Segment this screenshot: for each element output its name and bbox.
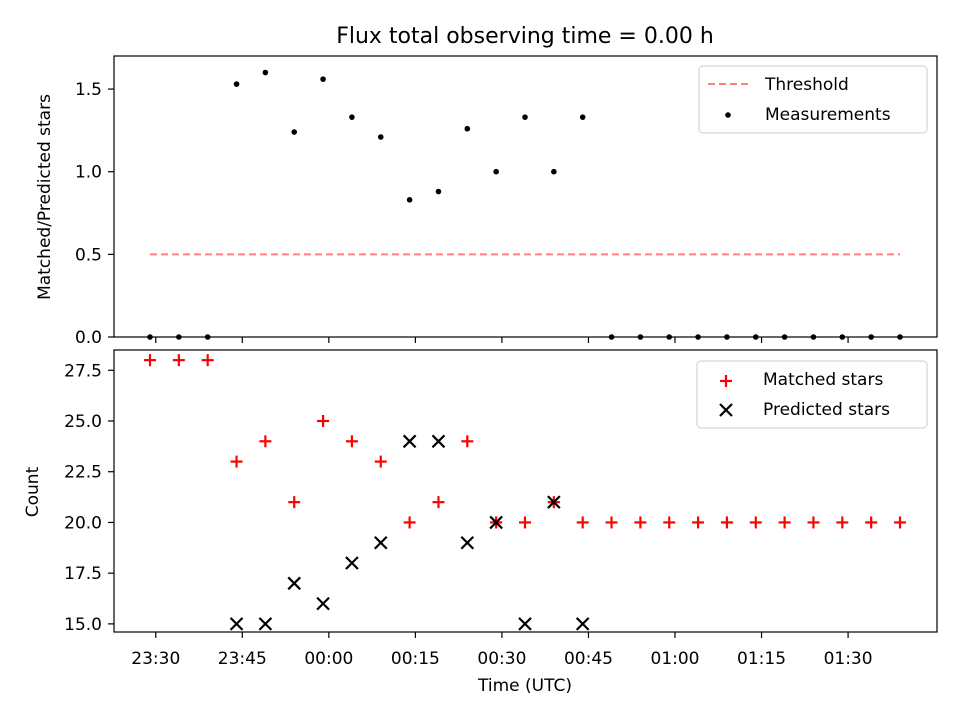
matched-star-point xyxy=(461,435,474,448)
count-legend-box xyxy=(696,360,928,429)
count-x-tick-label: 23:30 xyxy=(131,649,180,669)
matched-star-point xyxy=(865,516,878,529)
predicted-star-point xyxy=(345,556,359,570)
count-x-axis: 23:30 23:45 00:00 00:15 00:30 00:45 01:00 01:15… xyxy=(131,632,873,669)
predicted-star-point xyxy=(460,535,475,550)
count-x-axis-label: Time (UTC) xyxy=(477,676,572,696)
count-legend: Matched stars Predicted stars xyxy=(696,360,928,429)
count-x-tick-label: 00:30 xyxy=(477,649,526,669)
count-y-tick-label: 15.0 xyxy=(64,615,102,635)
predicted-star-point xyxy=(489,515,503,530)
count-x-tick-label: 01:00 xyxy=(651,649,700,669)
matched-star-point xyxy=(663,516,676,529)
count-marks xyxy=(144,354,906,631)
matched-star-point xyxy=(201,354,214,367)
matched-star-point xyxy=(720,516,733,529)
ratio-y-tick-label: 0.5 xyxy=(75,245,102,265)
matched-star-point xyxy=(144,354,156,367)
measurement-point xyxy=(262,69,269,76)
matched-star-point xyxy=(230,455,243,468)
ratio-panel-frame xyxy=(113,55,938,338)
matched-star-point xyxy=(749,516,762,529)
measurements-legend-label: Measurements xyxy=(765,105,891,125)
predicted-star-point xyxy=(258,617,273,631)
matched-star-point xyxy=(172,354,185,367)
matched-legend-label: Matched stars xyxy=(763,370,883,390)
ratio-y-axis-label: Matched/Predicted stars xyxy=(35,94,55,300)
predicted-star-point xyxy=(431,434,446,449)
matched-star-point xyxy=(403,516,416,529)
matched-star-point xyxy=(836,516,849,529)
count-y-tick-label: 17.5 xyxy=(64,564,102,584)
measurement-point xyxy=(464,125,471,132)
matched-star-point xyxy=(345,435,358,448)
ratio-legend-box xyxy=(698,65,928,134)
count-x-tick-label: 00:15 xyxy=(391,649,440,669)
ratio-x-axis xyxy=(155,337,849,343)
count-y-tick-label: 25.0 xyxy=(64,412,102,432)
matched-star-point xyxy=(894,516,906,529)
matched-legend-swatch xyxy=(720,375,732,387)
ratio-y-tick-label: 1.0 xyxy=(75,163,102,183)
matched-star-point xyxy=(259,435,272,448)
predicted-legend-swatch xyxy=(719,403,733,417)
matched-star-point xyxy=(288,496,301,509)
count-y-tick-label: 22.5 xyxy=(64,463,102,483)
predicted-star-point xyxy=(547,495,561,509)
count-x-tick-label: 01:15 xyxy=(737,649,786,669)
measurement-point xyxy=(291,129,298,135)
measurements-legend-swatch xyxy=(725,112,731,118)
matched-star-point xyxy=(692,516,705,529)
ratio-y-axis: 0.0 0.5 1.0 1.5 xyxy=(75,80,114,348)
matched-star-point xyxy=(605,516,618,529)
count-x-tick-label: 00:00 xyxy=(304,649,353,669)
measurement-point xyxy=(406,197,413,203)
predicted-star-point xyxy=(229,617,244,631)
count-panel-frame xyxy=(113,349,938,633)
measurement-point xyxy=(522,114,528,120)
count-y-axis-label: Count xyxy=(23,466,43,517)
predicted-star-point xyxy=(316,596,330,611)
matched-star-point xyxy=(317,415,330,428)
measurement-point xyxy=(435,188,442,195)
measurement-point xyxy=(349,114,355,120)
count-x-tick-label: 23:45 xyxy=(218,649,267,669)
matched-star-point xyxy=(576,516,589,529)
predicted-legend-label: Predicted stars xyxy=(763,400,890,420)
measurement-point xyxy=(579,114,586,120)
ratio-y-tick-label: 1.5 xyxy=(75,80,102,100)
threshold-legend-label: Threshold xyxy=(764,75,849,95)
count-y-axis: 15.0 17.5 20.0 22.5 25.0 27.5 xyxy=(64,361,114,635)
count-y-tick-label: 27.5 xyxy=(64,361,102,381)
matched-star-point xyxy=(519,516,531,529)
ratio-y-tick-label: 0.0 xyxy=(75,328,102,348)
matched-star-point xyxy=(432,496,445,509)
count-x-tick-label: 01:30 xyxy=(824,649,873,669)
matched-star-point xyxy=(634,516,647,529)
matched-star-point xyxy=(374,455,387,468)
predicted-star-point xyxy=(402,434,417,449)
ratio-legend: Threshold Measurements xyxy=(698,65,928,134)
measurement-point xyxy=(320,76,326,82)
predicted-star-point xyxy=(518,617,532,631)
measurement-point xyxy=(493,168,499,175)
matched-star-point xyxy=(807,516,820,529)
measurement-point xyxy=(551,168,557,175)
ratio-panel: 0.0 0.5 1.0 1.5 Matched/Predicted stars Thr… xyxy=(35,55,938,348)
measurement-point xyxy=(377,134,384,140)
matched-star-point xyxy=(778,516,791,529)
figure-title: Flux total observing time = 0.00 h xyxy=(336,24,714,49)
predicted-star-point xyxy=(373,535,388,550)
predicted-star-point xyxy=(287,576,302,591)
count-x-tick-label: 00:45 xyxy=(564,649,613,669)
measurement-point xyxy=(233,81,240,87)
predicted-star-point xyxy=(575,617,590,631)
count-y-tick-label: 20.0 xyxy=(64,513,102,533)
count-panel: 15.0 17.5 20.0 22.5 25.0 27.5 23:30 23:45 00:00… xyxy=(23,349,938,696)
